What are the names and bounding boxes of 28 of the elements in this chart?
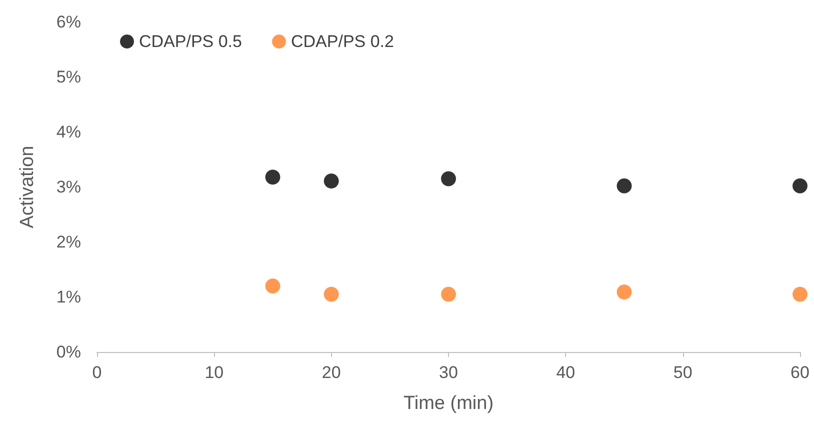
point <box>441 171 456 186</box>
x-tick-label: 0 <box>92 363 102 382</box>
y-tick-label: 5% <box>56 68 81 86</box>
y-tick-label: 0% <box>56 342 81 362</box>
legend-label: CDAP/PS 0.5 <box>139 32 242 51</box>
x-tick-label: 50 <box>673 363 692 382</box>
x-tick-label: 40 <box>556 363 576 382</box>
x-tick-label: 10 <box>204 363 224 382</box>
point <box>265 170 280 185</box>
x-tick-label: 60 <box>790 363 810 382</box>
point <box>616 178 632 194</box>
x-axis-title: Time (min) <box>403 393 494 414</box>
point <box>792 178 808 194</box>
point <box>265 278 280 294</box>
point <box>324 173 339 188</box>
x-tick-label: 30 <box>439 363 458 382</box>
y-tick-label: 6% <box>56 12 81 32</box>
y-axis-title: Activation <box>17 146 38 228</box>
point <box>441 286 456 302</box>
y-tick-label: 3% <box>56 178 81 196</box>
y-tick-label: 2% <box>56 232 81 252</box>
legend-label: CDAP/PS 0.2 <box>290 32 394 51</box>
point <box>616 284 632 300</box>
point <box>324 286 339 302</box>
y-tick-label: 4% <box>56 122 81 142</box>
y-tick-label: 1% <box>56 288 81 306</box>
point <box>792 286 808 302</box>
x-tick-label: 20 <box>322 363 341 382</box>
